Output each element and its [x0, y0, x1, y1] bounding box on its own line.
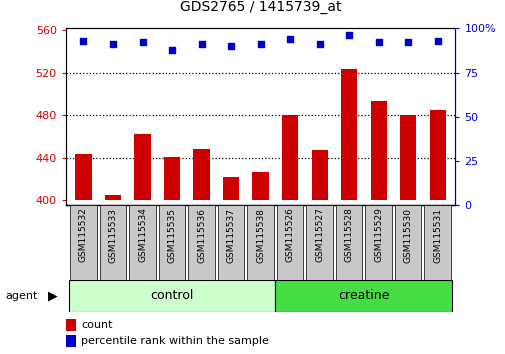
Point	[344, 33, 352, 38]
Text: GSM115534: GSM115534	[138, 207, 147, 262]
FancyBboxPatch shape	[365, 205, 391, 280]
Text: count: count	[81, 320, 113, 330]
Bar	[399, 115, 416, 200]
Point	[227, 43, 235, 49]
Bar	[134, 134, 150, 200]
Text: percentile rank within the sample: percentile rank within the sample	[81, 336, 269, 346]
FancyBboxPatch shape	[424, 205, 450, 280]
Bar	[164, 156, 180, 200]
Bar	[223, 177, 239, 200]
Bar	[105, 195, 121, 200]
FancyBboxPatch shape	[275, 280, 451, 312]
FancyBboxPatch shape	[159, 205, 185, 280]
Bar	[311, 150, 327, 200]
Text: GSM115531: GSM115531	[432, 207, 441, 263]
Text: agent: agent	[5, 291, 37, 301]
FancyBboxPatch shape	[70, 205, 96, 280]
Text: GSM115526: GSM115526	[285, 207, 294, 262]
Bar	[340, 69, 357, 200]
Text: GSM115535: GSM115535	[167, 207, 176, 263]
Point	[79, 38, 87, 44]
Point	[168, 47, 176, 52]
Text: ▶: ▶	[48, 289, 58, 302]
Point	[433, 38, 441, 44]
FancyBboxPatch shape	[247, 205, 273, 280]
Bar	[66, 335, 75, 347]
Text: GSM115527: GSM115527	[315, 207, 324, 262]
Bar	[75, 154, 91, 200]
Text: creatine: creatine	[337, 289, 389, 302]
Text: GSM115538: GSM115538	[256, 207, 265, 263]
Bar	[281, 115, 297, 200]
FancyBboxPatch shape	[306, 205, 332, 280]
FancyBboxPatch shape	[188, 205, 215, 280]
Bar	[66, 319, 75, 331]
Point	[374, 40, 382, 45]
Point	[256, 41, 264, 47]
Bar	[252, 172, 268, 200]
FancyBboxPatch shape	[99, 205, 126, 280]
FancyBboxPatch shape	[335, 205, 362, 280]
Bar	[429, 110, 445, 200]
Point	[197, 41, 205, 47]
Text: GSM115536: GSM115536	[196, 207, 206, 263]
Text: GDS2765 / 1415739_at: GDS2765 / 1415739_at	[179, 0, 341, 14]
Point	[138, 40, 146, 45]
FancyBboxPatch shape	[129, 205, 156, 280]
FancyBboxPatch shape	[69, 280, 275, 312]
Point	[315, 41, 323, 47]
Text: GSM115537: GSM115537	[226, 207, 235, 263]
FancyBboxPatch shape	[276, 205, 303, 280]
Point	[109, 41, 117, 47]
Point	[403, 40, 412, 45]
Text: control: control	[150, 289, 193, 302]
Text: GSM115528: GSM115528	[344, 207, 353, 262]
Bar	[193, 149, 209, 200]
FancyBboxPatch shape	[394, 205, 421, 280]
Text: GSM115530: GSM115530	[403, 207, 412, 263]
FancyBboxPatch shape	[217, 205, 244, 280]
Text: GSM115532: GSM115532	[79, 207, 88, 262]
Bar	[370, 102, 386, 200]
Text: GSM115533: GSM115533	[108, 207, 117, 263]
Text: GSM115529: GSM115529	[373, 207, 382, 262]
Point	[285, 36, 293, 42]
